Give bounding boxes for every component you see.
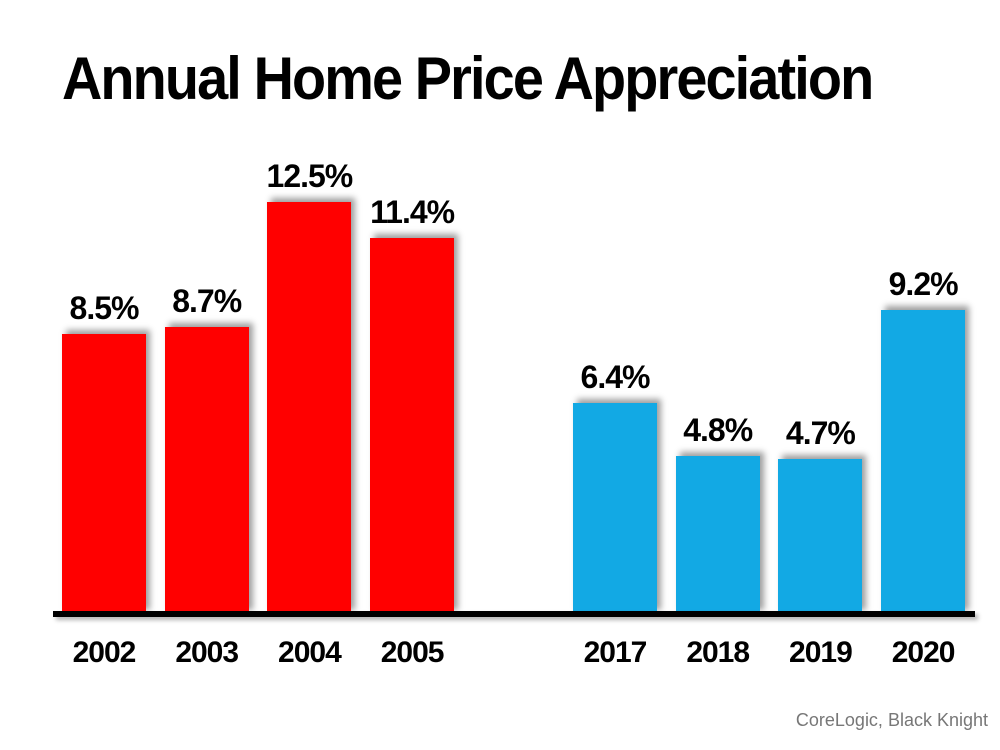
bar-2020 — [881, 310, 966, 614]
x-tick-2019: 2019 — [789, 636, 853, 669]
value-label-2003: 8.7% — [172, 282, 242, 319]
value-label-2018: 4.8% — [683, 411, 753, 448]
value-label-2020: 9.2% — [888, 266, 959, 303]
bar-2017 — [573, 402, 657, 614]
bar-2019 — [778, 458, 863, 614]
value-label-2002: 8.5% — [69, 289, 140, 326]
value-label-2019: 4.7% — [785, 414, 856, 451]
x-axis-line — [53, 611, 975, 617]
bar-2002 — [62, 333, 146, 614]
source-attribution: CoreLogic, Black Knight — [795, 710, 988, 730]
bar-2005 — [370, 237, 455, 614]
x-tick-2005: 2005 — [380, 636, 445, 669]
x-tick-2004: 2004 — [278, 636, 342, 669]
x-tick-2002: 2002 — [72, 636, 137, 669]
bar-2018 — [675, 455, 760, 614]
chart-title: Annual Home Price Appreciation — [62, 45, 874, 112]
x-tick-2003: 2003 — [175, 636, 239, 669]
bar-2004 — [267, 201, 352, 614]
bar-2003 — [164, 326, 249, 614]
value-label-2005: 11.4% — [370, 193, 455, 230]
x-tick-2020: 2020 — [891, 636, 956, 669]
x-tick-2017: 2017 — [583, 636, 648, 669]
x-tick-2018: 2018 — [686, 636, 750, 669]
value-label-2004: 12.5% — [266, 157, 354, 194]
value-label-2017: 6.4% — [580, 358, 651, 395]
